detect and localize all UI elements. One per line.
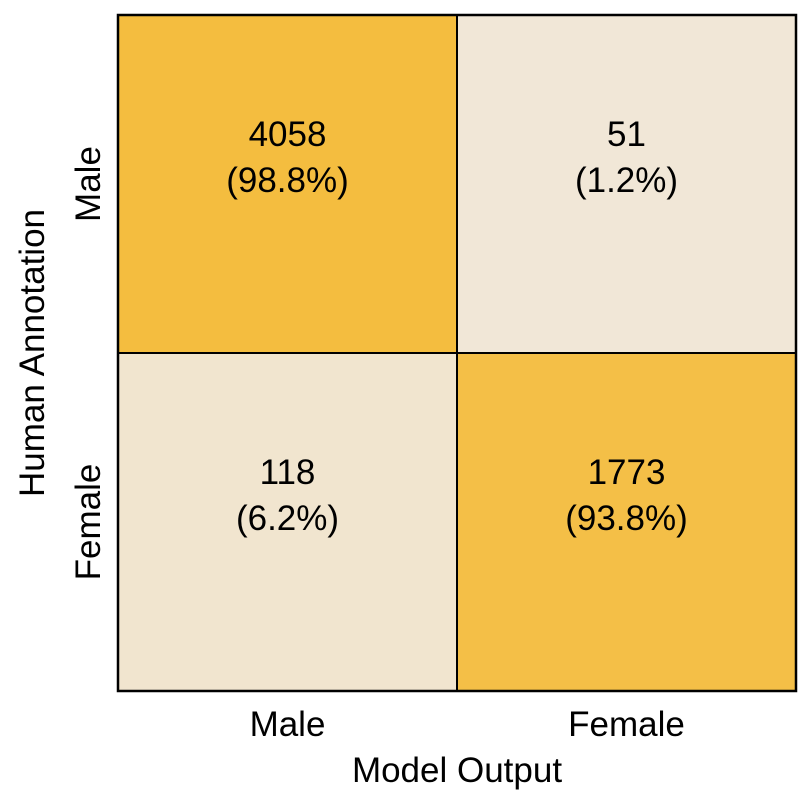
plot-frame — [116, 13, 798, 693]
y-axis-title: Human Annotation — [13, 209, 52, 497]
cell-count-0-0: 4058 — [249, 115, 327, 154]
cell-count-1-1: 1773 — [588, 453, 666, 492]
y-tick-label-1: Female — [69, 464, 108, 581]
cell-count-1-0: 118 — [260, 453, 316, 492]
cell-0-0 — [117, 14, 458, 354]
x-axis-title: Model Output — [352, 751, 562, 790]
cell-count-0-1: 51 — [607, 115, 646, 154]
cell-percent-0-0: (98.8%) — [226, 161, 349, 200]
x-tick-label-1: Female — [568, 705, 685, 744]
x-tick-label-0: Male — [250, 705, 326, 744]
cell-1-1 — [456, 352, 797, 692]
cell-percent-1-0: (6.2%) — [236, 499, 339, 538]
cell-0-1 — [456, 14, 797, 354]
labels-layer: 4058 (98.8%) 51 (1.2%) 118 (6.2%) 1773 (93.8%) M… — [69, 115, 688, 744]
cell-1-0 — [117, 352, 458, 692]
cells-layer — [117, 14, 797, 692]
cell-percent-0-1: (1.2%) — [575, 161, 678, 200]
y-tick-label-0: Male — [69, 146, 108, 222]
cell-percent-1-1: (93.8%) — [565, 499, 688, 538]
